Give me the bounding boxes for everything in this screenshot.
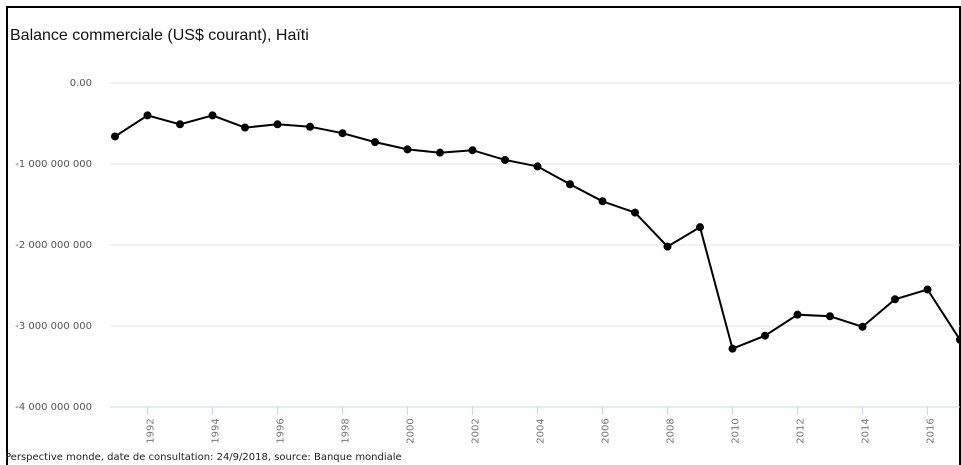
data-point[interactable] [598,197,607,206]
data-point[interactable] [891,295,899,304]
x-tick-label: 1996 [276,418,287,443]
x-tick-label: 1992 [146,418,157,443]
data-point[interactable] [793,310,802,319]
y-tick-label: -4 000 000 000 [15,402,92,413]
data-point[interactable] [436,148,444,157]
data-point[interactable] [371,138,379,147]
x-tick-label: 2010 [731,418,742,443]
y-tick-label: 0.00 [70,78,92,89]
data-point[interactable] [956,335,961,344]
x-tick-label: 1998 [341,418,352,443]
x-axis-ticks: 1992 1994 1996 1998 2000 2002 2004 2006 2008 2010… [146,407,937,444]
data-point[interactable] [761,331,769,340]
data-points [111,111,961,353]
y-tick-label: -2 000 000 000 [15,240,92,251]
series-polyline [114,114,961,351]
data-point[interactable] [306,122,314,131]
data-point[interactable] [143,111,152,120]
data-point[interactable] [338,129,347,138]
data-point[interactable] [663,242,672,251]
x-tick-label: 2006 [601,418,612,443]
x-tick-label: 2008 [666,418,677,443]
data-point[interactable] [631,208,639,217]
x-tick-label: 1994 [211,418,222,443]
data-point[interactable] [696,223,704,232]
data-point[interactable] [111,132,119,141]
x-tick-label: 2016 [926,418,937,443]
data-point[interactable] [501,155,509,164]
x-tick-label: 2002 [471,418,482,443]
x-tick-label: 2004 [536,418,547,443]
x-tick-label: 2012 [796,418,807,443]
x-tick-label: 2014 [861,418,872,443]
data-point[interactable] [566,180,574,189]
chart-title: Balance commerciale (US$ courant), Haïti [10,27,309,44]
data-point[interactable] [858,322,867,331]
grid-lines [110,82,960,408]
y-tick-label: -1 000 000 000 [15,159,92,170]
data-point[interactable] [176,120,184,129]
y-tick-label: -3 000 000 000 [15,321,92,332]
data-point[interactable] [208,111,217,120]
x-tick-label: 2000 [406,418,417,443]
data-point[interactable] [826,312,834,321]
data-point[interactable] [728,344,737,353]
data-point[interactable] [273,120,282,129]
data-point[interactable] [403,145,412,154]
source-footer: Perspective monde, date de consultation:… [5,452,402,463]
data-point[interactable] [468,146,477,155]
data-point[interactable] [923,285,932,294]
data-point[interactable] [533,162,542,171]
data-point[interactable] [241,123,249,132]
series-line [114,114,961,351]
y-axis-ticks: 0.00 -1 000 000 000 -2 000 000 000 -3 000 0… [15,78,92,413]
